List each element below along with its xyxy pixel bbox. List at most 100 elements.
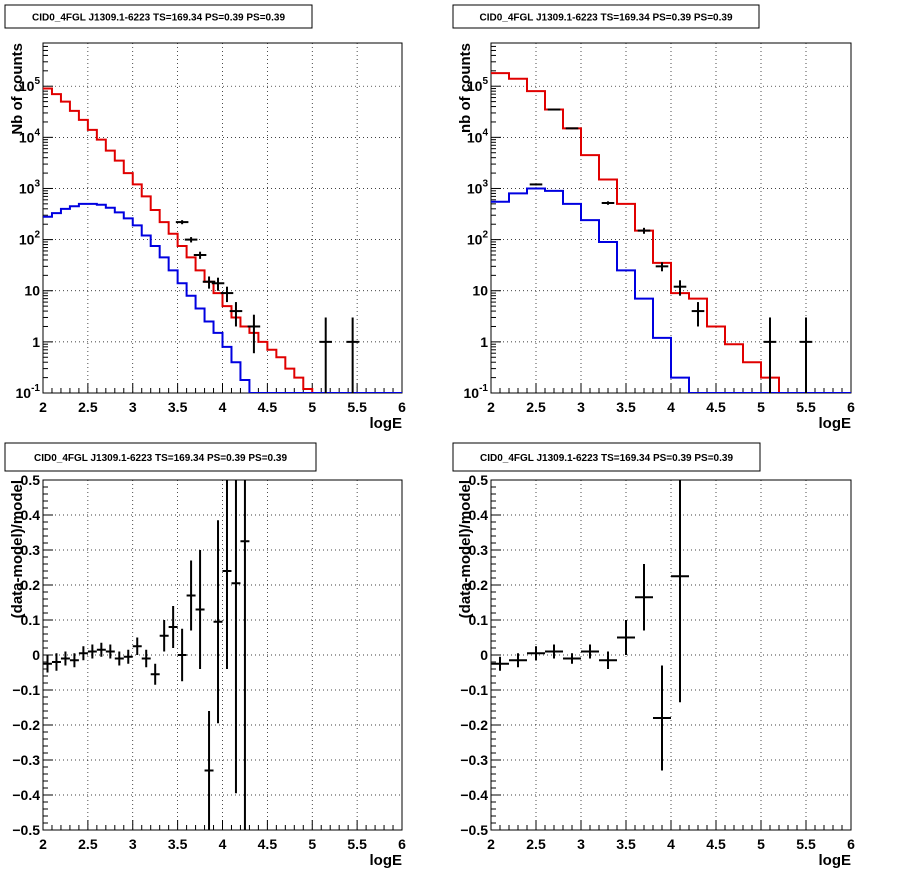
data-point (545, 644, 563, 659)
chart-title: CID0_4FGL J1309.1-6223 TS=169.34 PS=0.39… (34, 453, 287, 464)
data-point (673, 280, 687, 296)
data-point (175, 220, 189, 225)
y-tick-label: −0.5 (12, 822, 40, 838)
x-tick-label: 3.5 (616, 836, 636, 852)
x-tick-label: 3 (577, 836, 585, 852)
y-tick-label: 0.3 (21, 542, 41, 558)
x-tick-label: 6 (847, 836, 855, 852)
data-point (346, 317, 359, 393)
x-tick-label: 5.5 (347, 399, 367, 415)
data-point (229, 302, 243, 327)
data-point (220, 286, 234, 303)
title-box (452, 442, 761, 472)
x-tick-label: 5.5 (796, 836, 816, 852)
x-axis-title: logE (819, 852, 852, 869)
data-point (132, 637, 142, 655)
data-point (247, 314, 261, 354)
y-tick-label: 0.3 (469, 542, 489, 558)
x-tick-label: 2 (39, 836, 47, 852)
y-tick-label: −0.2 (12, 717, 40, 733)
series-line-blue (491, 187, 851, 393)
y-tick-label: 0.1 (21, 612, 41, 628)
y-axis-title: Nb of counts (9, 43, 26, 135)
data-point (43, 655, 52, 673)
x-axis-title: logE (370, 852, 403, 869)
data-point (799, 317, 813, 393)
chart-panel-bottom-right: 2 2.5 3 3.5 4 4.5 5 5.5 6 −0.5 −0.4 −0.3 −0.2 −0.1 0 0.… (452, 442, 855, 869)
x-tick-label: 4 (219, 399, 227, 415)
y-tick-label: −0.4 (460, 787, 488, 803)
x-tick-label: 4.5 (258, 836, 278, 852)
x-tick-label: 6 (398, 836, 406, 852)
data-point (150, 663, 160, 685)
y-tick-label: 1 (480, 334, 488, 350)
x-tick-label: 3 (577, 399, 585, 415)
data-point (529, 183, 543, 186)
x-tick-label: 2.5 (526, 399, 546, 415)
data-point (186, 560, 196, 631)
y-tick-label: 0.4 (469, 507, 489, 523)
x-tick-label: 3 (129, 836, 137, 852)
data-point (653, 665, 671, 771)
data-point (581, 644, 599, 659)
data-point (87, 644, 97, 659)
data-point (617, 620, 635, 655)
y-tick-label: −0.5 (460, 822, 488, 838)
y-tick-label: 102 (467, 230, 489, 248)
y-tick-label: −0.1 (460, 682, 488, 698)
data-point (565, 127, 579, 130)
y-tick-label: 0.4 (21, 507, 41, 523)
x-tick-label: 3.5 (168, 836, 188, 852)
x-tick-label: 2 (487, 399, 495, 415)
x-tick-label: 4 (219, 836, 227, 852)
y-tick-label: 0.5 (469, 472, 489, 488)
y-tick-label: 0.1 (469, 612, 489, 628)
data-point (60, 651, 70, 666)
y-tick-label: 104 (467, 127, 489, 145)
data-point (141, 649, 151, 668)
data-point (204, 711, 214, 830)
data-point (601, 201, 615, 205)
y-tick-label: 105 (19, 76, 41, 94)
data-point (319, 317, 332, 393)
data-point (195, 550, 205, 669)
chart-panel-bottom-left: 2 2.5 3 3.5 4 4.5 5 5.5 6 −0.5 −0.4 −0.3 −0.2 −0.1 0 0.… (4, 442, 406, 869)
y-tick-label: 103 (19, 178, 41, 196)
data-point (491, 656, 509, 671)
data-point (763, 317, 777, 393)
x-tick-label: 2 (487, 836, 495, 852)
data-point (509, 653, 527, 668)
y-tick-label: 10-1 (464, 383, 489, 401)
x-tick-label: 2 (39, 399, 47, 415)
y-tick-label: 105 (467, 76, 489, 94)
data-point (202, 276, 216, 289)
y-tick-label: −0.3 (12, 752, 40, 768)
data-point (168, 606, 178, 648)
x-tick-label: 3.5 (168, 399, 188, 415)
data-point (691, 302, 705, 327)
y-tick-label: 0 (32, 647, 40, 663)
data-point (637, 227, 651, 234)
y-tick-label: 10 (472, 283, 488, 299)
data-point (655, 262, 669, 272)
data-point (105, 644, 115, 659)
x-tick-label: 4 (667, 836, 675, 852)
chart-panel-top-left: 2 2.5 3 3.5 4 4.5 5 5.5 6 10-1 1 10 102 103 104 105 logE… (4, 4, 406, 432)
data-point (527, 646, 545, 661)
data-point (184, 237, 198, 243)
y-tick-label: −0.1 (12, 682, 40, 698)
x-tick-label: 2.5 (78, 399, 98, 415)
data-point (231, 480, 241, 794)
y-tick-label: 104 (19, 127, 41, 145)
data-point (123, 649, 133, 664)
y-axis-title: (data-model)/model (457, 480, 474, 618)
data-point (96, 642, 106, 657)
x-tick-label: 5.5 (347, 836, 367, 852)
data-point (547, 108, 561, 111)
y-tick-label: 10 (24, 283, 40, 299)
x-tick-label: 5.5 (796, 399, 816, 415)
x-tick-label: 3 (129, 399, 137, 415)
chart-panel-top-right: 2 2.5 3 3.5 4 4.5 5 5.5 6 10-1 1 10 102 103 104 105 logE… (452, 4, 855, 432)
data-point (114, 651, 124, 666)
